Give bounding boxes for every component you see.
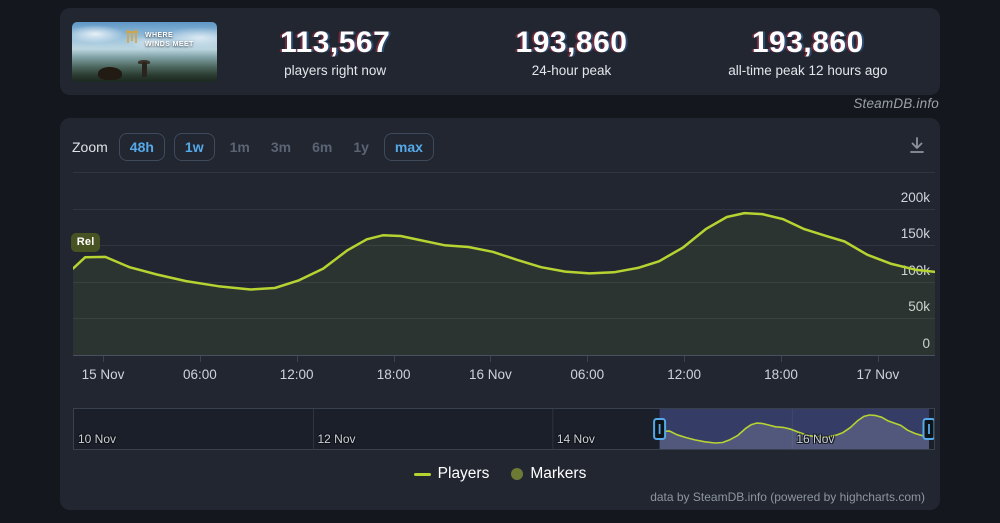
y-gridline-50k xyxy=(73,318,935,320)
y-gridline-150k xyxy=(73,245,935,247)
x-axis-label-16Nov: 16 Nov xyxy=(469,367,512,382)
y-gridline-100k xyxy=(73,281,935,283)
x-tick xyxy=(587,356,589,362)
x-tick xyxy=(103,356,104,362)
zoom-1w-button[interactable]: 1w xyxy=(173,133,215,161)
navigator-label-12Nov: 12 Nov xyxy=(317,432,356,446)
players-line xyxy=(73,211,935,291)
capsule-art-figure xyxy=(142,61,147,77)
stats-panel: WHERE WINDS MEET 113,567 players right n… xyxy=(60,8,940,95)
y-gridline-0 xyxy=(73,355,935,356)
navigator-label-16Nov: 16 Nov xyxy=(796,432,835,446)
zoom-48h-button[interactable]: 48h xyxy=(118,133,165,161)
current-players-value: 113,567 xyxy=(280,25,391,59)
markers-circle-swatch xyxy=(511,468,524,480)
x-tick xyxy=(199,356,201,362)
legend-item-players[interactable]: Players xyxy=(413,465,490,483)
y-gridline-200k xyxy=(73,208,935,210)
y-gridline-top xyxy=(73,172,935,173)
x-axis-label-17Nov: 17 Nov xyxy=(856,367,900,382)
x-axis: 15 Nov 06:00 12:00 18:00 16 Nov 06:00 12:00 18:… xyxy=(73,356,935,388)
navigator[interactable]: 10 Nov 12 Nov 14 Nov 16 Nov xyxy=(73,408,935,450)
players-line-swatch xyxy=(413,472,431,476)
current-players-label: players right now xyxy=(284,62,387,78)
x-axis-label-1800: 18:00 xyxy=(376,367,411,382)
navigator-label-10Nov: 10 Nov xyxy=(78,432,117,446)
navigator-unselected-left[interactable] xyxy=(74,409,660,449)
zoom-3m-button: 3m xyxy=(265,133,297,161)
peak-24h-label: 24-hour peak xyxy=(531,62,612,78)
navigator-label-14Nov: 14 Nov xyxy=(556,432,595,446)
stat-alltime-peak: 193,860 all-time peak 12 hours ago xyxy=(690,26,926,78)
download-button[interactable] xyxy=(906,134,928,160)
x-axis-label-1200: 12:00 xyxy=(279,367,314,382)
x-axis-label-1200: 12:00 xyxy=(667,367,701,382)
game-logo-icon xyxy=(124,28,140,50)
y-axis-label-0: 0 xyxy=(870,337,930,351)
x-axis-label-1800: 18:00 xyxy=(764,367,798,382)
download-icon xyxy=(908,137,926,158)
zoom-label: Zoom xyxy=(72,139,108,155)
peak-24h-value: 193,860 xyxy=(515,25,628,59)
credits[interactable]: data by SteamDB.info (powered by highcha… xyxy=(650,490,925,504)
x-axis-label-15Nov: 15 Nov xyxy=(81,367,125,382)
x-tick xyxy=(490,356,492,362)
stat-current-players: 113,567 players right now xyxy=(217,26,453,78)
game-capsule[interactable]: WHERE WINDS MEET xyxy=(72,21,217,82)
x-axis-label-0600: 06:00 xyxy=(570,367,605,382)
alltime-peak-value: 193,860 xyxy=(751,25,864,59)
y-axis-label-150k: 150k xyxy=(900,226,930,242)
capsule-art-horse xyxy=(98,66,122,80)
chart-legend: Players Markers xyxy=(60,465,940,483)
navigator-area-fill xyxy=(659,415,929,449)
game-capsule-title: WHERE WINDS MEET xyxy=(145,31,194,48)
y-axis-label-200k: 200k xyxy=(900,189,930,205)
legend-markers-label: Markers xyxy=(530,465,587,482)
stat-24h-peak: 193,860 24-hour peak xyxy=(453,26,689,78)
zoom-1m-button: 1m xyxy=(224,133,256,161)
x-axis-label-0600: 06:00 xyxy=(182,367,217,382)
y-axis-label-50k: 50k xyxy=(870,300,930,314)
release-marker-badge[interactable]: Rel xyxy=(71,233,101,253)
navigator-players-line xyxy=(659,414,930,444)
zoom-button-group: 48h 1w 1m 3m 6m 1y max xyxy=(118,133,434,161)
x-tick xyxy=(393,356,395,362)
plot-area[interactable]: 050k100k150k200k Rel xyxy=(71,172,935,356)
x-tick xyxy=(877,356,879,362)
players-area-fill xyxy=(73,213,935,355)
legend-item-markers[interactable]: Markers xyxy=(511,465,586,483)
x-tick xyxy=(684,356,686,362)
x-tick xyxy=(296,356,298,362)
alltime-peak-label: all-time peak 12 hours ago xyxy=(728,62,888,78)
zoom-6m-button: 6m xyxy=(306,133,338,161)
zoom-max-button[interactable]: max xyxy=(383,133,434,161)
x-tick xyxy=(781,356,782,362)
chart-toolbar: Zoom 48h 1w 1m 3m 6m 1y max xyxy=(72,133,928,161)
zoom-1y-button: 1y xyxy=(347,133,375,161)
legend-players-label: Players xyxy=(437,465,490,482)
steamdb-watermark: SteamDB.info xyxy=(853,96,939,111)
